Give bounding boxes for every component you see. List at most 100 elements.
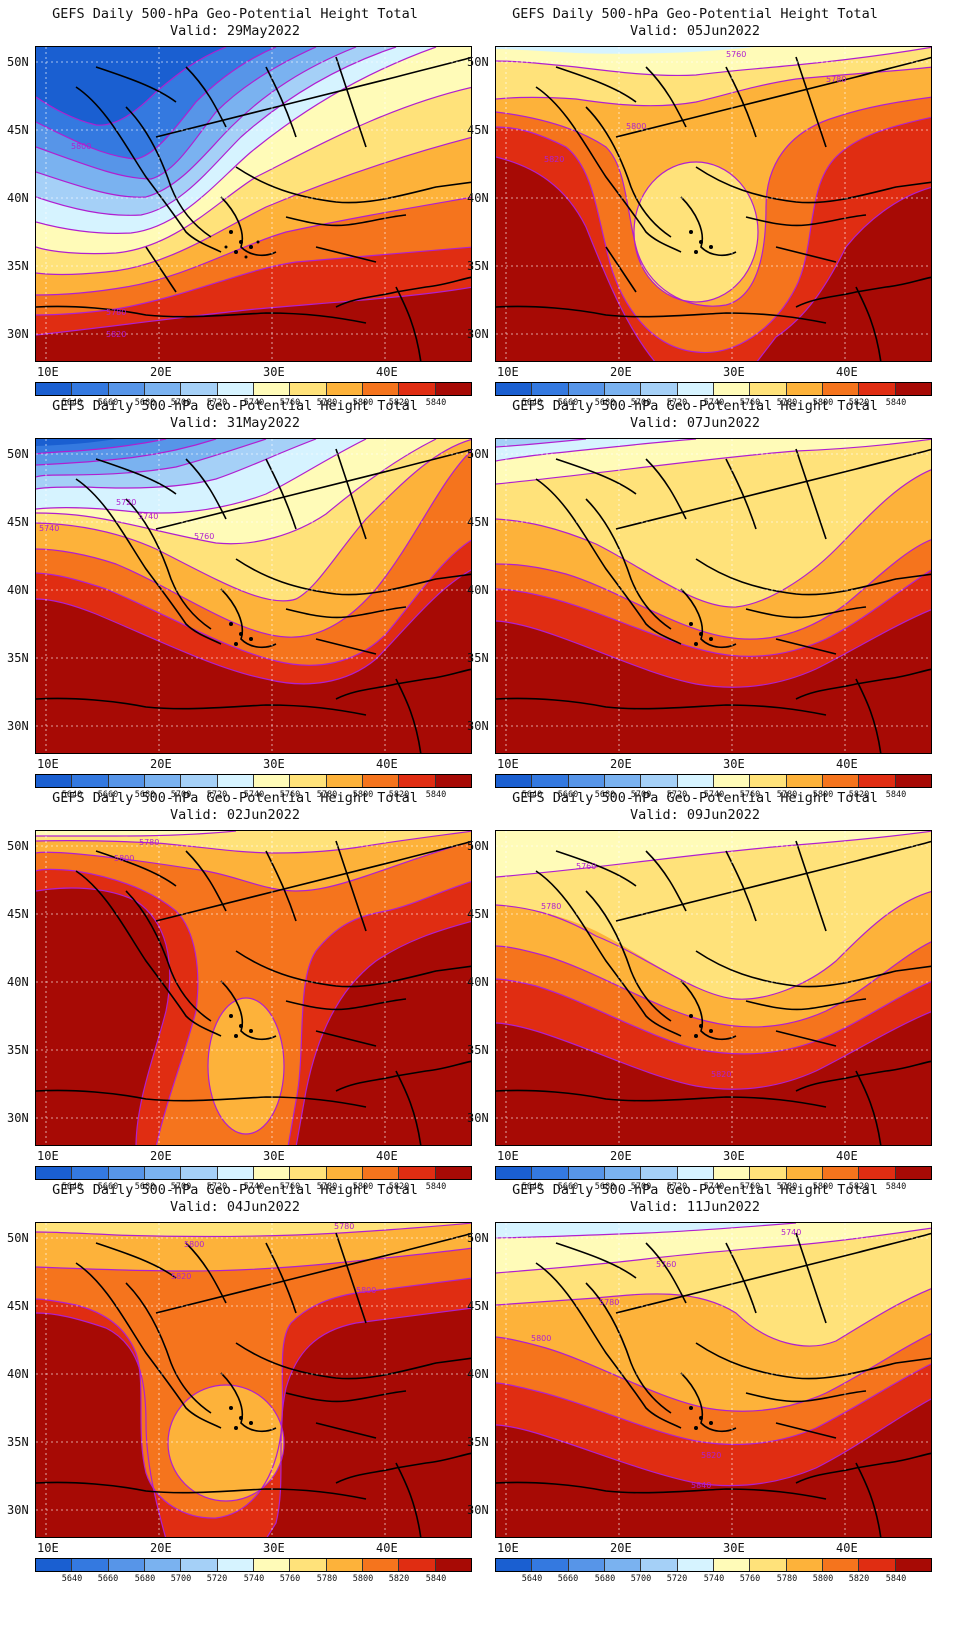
colorbar-label: 5840 bbox=[885, 1182, 907, 1192]
contour-label: 5800 bbox=[184, 1240, 204, 1249]
colorbar-label: 5680 bbox=[594, 1182, 616, 1192]
colorbar-label: 5820 bbox=[848, 1574, 870, 1584]
lat-label: 50N bbox=[7, 55, 29, 69]
contour-label: 5780 bbox=[541, 902, 561, 911]
contour-label: 5760 bbox=[194, 532, 214, 541]
colorbar-label: 5660 bbox=[557, 1182, 579, 1192]
contour-label: 5820 bbox=[106, 330, 126, 339]
contour-label: 5800 bbox=[114, 854, 134, 863]
colorbar-label: 5640 bbox=[61, 398, 83, 408]
panel-title: GEFS Daily 500-hPa Geo-Potential Height … bbox=[52, 398, 418, 414]
lon-label: 10E bbox=[37, 757, 59, 771]
lat-label: 35N bbox=[467, 1043, 489, 1057]
colorbar-label: 5840 bbox=[885, 790, 907, 800]
lat-label: 35N bbox=[7, 1435, 29, 1449]
colorbar-label: 5840 bbox=[425, 398, 447, 408]
lat-label: 50N bbox=[467, 447, 489, 461]
lat-label: 30N bbox=[7, 1503, 29, 1517]
panel-title: GEFS Daily 500-hPa Geo-Potential Height … bbox=[52, 6, 418, 22]
colorbar-label: 5740 bbox=[703, 398, 725, 408]
lon-label: 40E bbox=[376, 1149, 398, 1163]
colorbar-label: 5660 bbox=[557, 398, 579, 408]
lat-label: 35N bbox=[7, 651, 29, 665]
panel-valid-date: Valid: 05Jun2022 bbox=[629, 23, 761, 39]
colorbar-label: 5800 bbox=[352, 1574, 374, 1584]
lon-label: 20E bbox=[610, 757, 632, 771]
lon-label: 30E bbox=[723, 1149, 745, 1163]
lat-label: 40N bbox=[467, 583, 489, 597]
colorbar-label: 5740 bbox=[243, 1574, 265, 1584]
contour-label: 5760 bbox=[576, 862, 596, 871]
lat-label: 30N bbox=[467, 1503, 489, 1517]
colorbar-label: 5840 bbox=[425, 790, 447, 800]
map-area: 5780 5800 bbox=[35, 830, 472, 1146]
lat-label: 45N bbox=[467, 515, 489, 529]
lon-label: 30E bbox=[263, 1541, 285, 1555]
lat-label: 30N bbox=[467, 719, 489, 733]
lat-label: 40N bbox=[7, 1367, 29, 1381]
colorbar-label: 5740 bbox=[243, 398, 265, 408]
map-panel-11jun: GEFS Daily 500-hPa Geo-Potential Height … bbox=[460, 1176, 932, 1586]
colorbar-label: 5760 bbox=[279, 398, 301, 408]
lon-label: 20E bbox=[150, 1149, 172, 1163]
panel-title: GEFS Daily 500-hPa Geo-Potential Height … bbox=[512, 6, 878, 22]
panel-title: GEFS Daily 500-hPa Geo-Potential Height … bbox=[52, 1182, 418, 1198]
colorbar-label: 5700 bbox=[170, 790, 192, 800]
colorbar-label: 5720 bbox=[206, 1574, 228, 1584]
lon-label: 40E bbox=[836, 1149, 858, 1163]
colorbar-label: 5760 bbox=[739, 1574, 761, 1584]
lon-label: 40E bbox=[376, 757, 398, 771]
panel-valid-date: Valid: 04Jun2022 bbox=[169, 1199, 301, 1215]
lon-label: 40E bbox=[836, 757, 858, 771]
colorbar-label: 5720 bbox=[666, 398, 688, 408]
colorbar-label: 5700 bbox=[630, 398, 652, 408]
colorbar-label: 5760 bbox=[279, 790, 301, 800]
colorbar bbox=[495, 1558, 932, 1572]
colorbar-label: 5760 bbox=[279, 1182, 301, 1192]
lat-label: 50N bbox=[7, 447, 29, 461]
colorbar-label: 5800 bbox=[812, 1182, 834, 1192]
colorbar bbox=[35, 382, 472, 396]
panel-title: GEFS Daily 500-hPa Geo-Potential Height … bbox=[512, 398, 878, 414]
colorbar-label: 5800 bbox=[812, 1574, 834, 1584]
lat-label: 35N bbox=[467, 651, 489, 665]
contour-label: 5840 bbox=[691, 1481, 711, 1490]
lat-label: 35N bbox=[467, 1435, 489, 1449]
panel-title: GEFS Daily 500-hPa Geo-Potential Height … bbox=[512, 1182, 878, 1198]
lat-label: 50N bbox=[467, 1231, 489, 1245]
panel-valid-date: Valid: 29May2022 bbox=[169, 23, 301, 39]
panel-valid-date: Valid: 02Jun2022 bbox=[169, 807, 301, 823]
contour-label: 5760 bbox=[656, 1260, 676, 1269]
colorbar-label: 5700 bbox=[170, 1574, 192, 1584]
colorbar-label: 5800 bbox=[352, 790, 374, 800]
colorbar-label: 5800 bbox=[812, 398, 834, 408]
lat-label: 45N bbox=[467, 1299, 489, 1313]
lat-label: 50N bbox=[467, 55, 489, 69]
colorbar-label: 5700 bbox=[630, 1574, 652, 1584]
colorbar bbox=[35, 1558, 472, 1572]
lat-label: 35N bbox=[7, 259, 29, 273]
contour-label: 5800 bbox=[356, 1286, 376, 1295]
panel-valid-date: Valid: 11Jun2022 bbox=[629, 1199, 761, 1215]
lon-label: 30E bbox=[263, 1149, 285, 1163]
colorbar-label: 5840 bbox=[425, 1182, 447, 1192]
colorbar-label: 5780 bbox=[316, 790, 338, 800]
colorbar bbox=[35, 774, 472, 788]
colorbar-label: 5680 bbox=[594, 398, 616, 408]
colorbar-label: 5780 bbox=[776, 1574, 798, 1584]
contour-label: 5820 bbox=[171, 1272, 191, 1281]
colorbar bbox=[35, 1166, 472, 1180]
colorbar-label: 5720 bbox=[666, 790, 688, 800]
lat-label: 30N bbox=[7, 719, 29, 733]
lon-label: 20E bbox=[610, 1541, 632, 1555]
panel-valid-date: Valid: 09Jun2022 bbox=[629, 807, 761, 823]
lon-label: 30E bbox=[723, 365, 745, 379]
colorbar-label: 5680 bbox=[134, 398, 156, 408]
lon-label: 40E bbox=[376, 1541, 398, 1555]
colorbar-label: 5740 bbox=[243, 1182, 265, 1192]
lon-label: 10E bbox=[497, 757, 519, 771]
lat-label: 40N bbox=[7, 191, 29, 205]
colorbar-label: 5640 bbox=[61, 1182, 83, 1192]
map-panel-04jun: GEFS Daily 500-hPa Geo-Potential Height … bbox=[0, 1176, 472, 1586]
colorbar-label: 5700 bbox=[170, 1182, 192, 1192]
